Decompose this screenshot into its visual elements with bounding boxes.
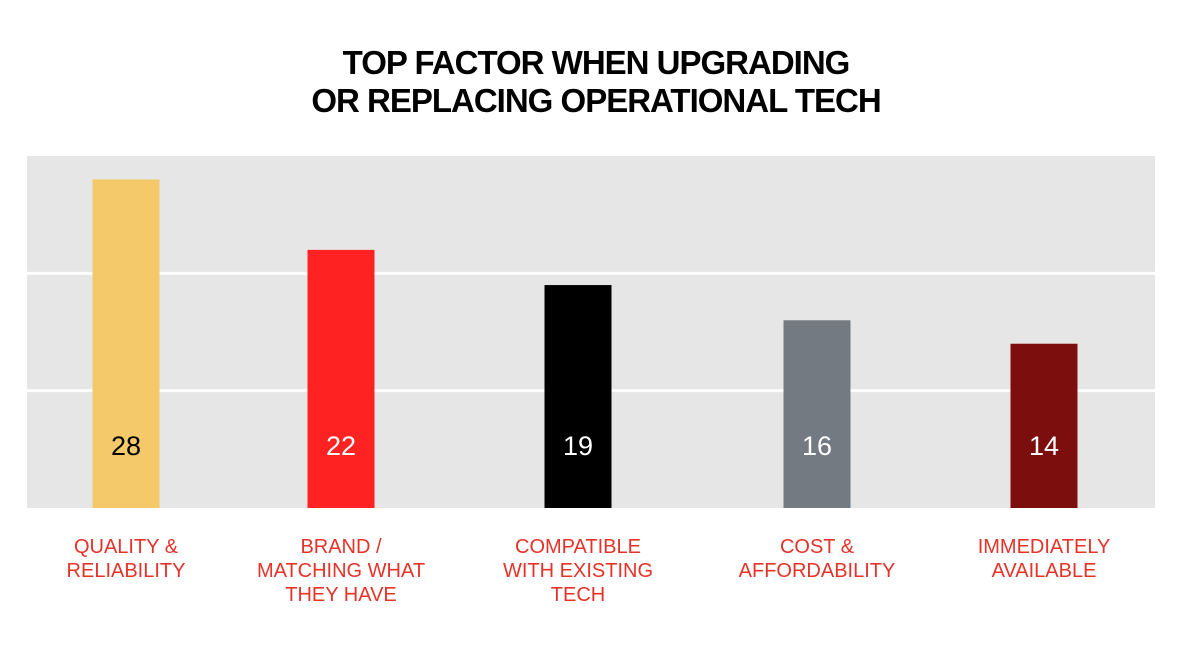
bar-5 <box>1010 343 1078 508</box>
category-label-5: IMMEDIATELY AVAILABLE <box>934 535 1154 583</box>
bar-value-label-4: 16 <box>802 431 832 461</box>
bar-value-label-3: 19 <box>563 431 593 461</box>
bar-1 <box>92 179 160 508</box>
category-label-4: COST & AFFORDABILITY <box>707 535 927 583</box>
category-label-5-line-2: AVAILABLE <box>991 560 1097 582</box>
category-label-1-line-1: QUALITY & <box>73 536 179 558</box>
category-label-4-line-1: COST & <box>779 536 855 558</box>
chart-title: TOP FACTOR WHEN UPGRADING OR REPLACING O… <box>0 44 1192 120</box>
bar-3 <box>544 285 612 508</box>
chart-title-line-2: OR REPLACING OPERATIONAL TECH <box>311 82 881 119</box>
category-label-1: QUALITY & RELIABILITY <box>16 535 236 583</box>
category-label-3: COMPATIBLE WITH EXISTING TECH <box>468 535 688 607</box>
category-label-5-line-1: IMMEDIATELY <box>977 536 1111 558</box>
category-label-4-line-2: AFFORDABILITY <box>738 560 896 582</box>
category-label-2-line-2: MATCHING WHAT <box>256 560 426 582</box>
chart-title-line-1: TOP FACTOR WHEN UPGRADING <box>342 44 851 81</box>
category-label-2-line-3: THEY HAVE <box>285 584 397 606</box>
category-label-3-line-1: COMPATIBLE <box>515 536 641 558</box>
bar-2 <box>307 249 375 508</box>
bar-value-label-2: 22 <box>326 431 356 461</box>
bar-4 <box>783 320 851 508</box>
category-label-3-line-3: TECH <box>550 584 606 606</box>
category-label-3-line-2: WITH EXISTING <box>503 560 653 582</box>
bar-value-label-1: 28 <box>111 431 141 461</box>
bar-value-label-5: 14 <box>1029 431 1059 461</box>
category-label-1-line-2: RELIABILITY <box>66 560 186 582</box>
category-label-2: BRAND / MATCHING WHAT THEY HAVE <box>231 535 451 607</box>
category-label-2-line-1: BRAND / <box>300 536 382 558</box>
